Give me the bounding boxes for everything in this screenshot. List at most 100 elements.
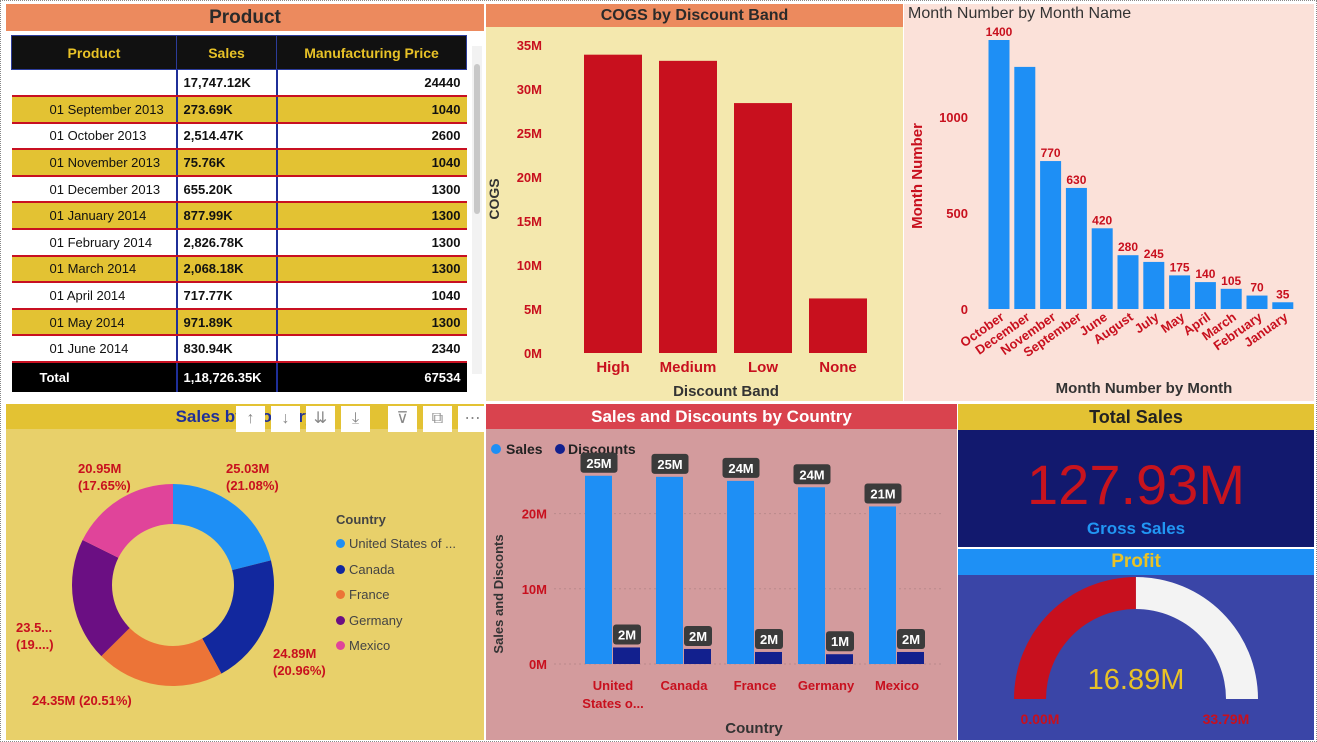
discounts-bar[interactable] — [897, 651, 924, 664]
legend-item[interactable]: France — [336, 582, 456, 608]
y-tick-label: 10M — [517, 258, 542, 273]
sales-bar[interactable] — [656, 476, 683, 664]
cogs-bar[interactable] — [584, 54, 642, 354]
cogs-chart-visual[interactable]: COGS by Discount Band 0M 5M 10M 15M 20M 25M 30… — [486, 4, 903, 401]
month-bar[interactable] — [1272, 302, 1294, 309]
focus-mode-icon[interactable]: ⧉ — [423, 406, 452, 432]
cogs-bar[interactable] — [809, 298, 867, 353]
profit-gauge-visual[interactable]: Profit 16.89M 0.00M 33.79M — [958, 549, 1314, 740]
arrow-up-icon[interactable]: ↑ — [236, 406, 265, 432]
sales-discounts-title: Sales and Discounts by Country — [486, 404, 957, 429]
data-label-badge — [864, 483, 902, 504]
table-total-row[interactable]: Total 1,18,726.35K 67534 — [11, 362, 467, 393]
data-label-badge — [826, 631, 854, 652]
sales-by-country-visual[interactable]: Sales by Country ↑↓⇊⤓⊽⧉⋯ 25.03M(21.08%)2… — [6, 404, 487, 740]
month-bar[interactable] — [1246, 295, 1268, 309]
legend-label[interactable]: Sales — [506, 441, 543, 457]
sales-bar[interactable] — [798, 487, 825, 664]
table-row[interactable]: 01 February 2014 2,826.78K 1300 — [11, 229, 467, 257]
filter-icon[interactable]: ⊽ — [388, 406, 417, 432]
cell-sales: 877.99K — [176, 202, 278, 231]
cell-manufacturing-price: 1300 — [276, 202, 467, 231]
x-tick-label: Mexico — [875, 678, 919, 693]
month-bar[interactable] — [1040, 161, 1062, 309]
month-bar[interactable] — [1194, 282, 1216, 309]
data-label: 25M — [657, 457, 682, 472]
more-options-icon[interactable]: ⋯ — [458, 406, 487, 432]
table-scrollbar[interactable] — [472, 46, 482, 374]
data-label: 420 — [1092, 213, 1112, 227]
legend-label: Mexico — [349, 638, 391, 654]
month-bar[interactable] — [1014, 66, 1036, 310]
month-bar[interactable] — [988, 40, 1010, 309]
discounts-bar[interactable] — [613, 647, 640, 664]
column-header-product[interactable]: Product — [11, 35, 177, 70]
x-tick-label: None — [819, 359, 857, 376]
slice-value-label: 24.35M (20.51%) — [32, 693, 132, 708]
legend-swatch — [336, 564, 345, 574]
discounts-bar[interactable] — [826, 654, 853, 664]
legend-item[interactable]: United States of ... — [336, 531, 456, 557]
cogs-bar[interactable] — [659, 60, 717, 354]
donut-slice[interactable] — [82, 484, 173, 558]
legend-swatch — [336, 641, 345, 651]
table-row[interactable]: 01 December 2013 655.20K 1300 — [11, 175, 467, 204]
sales-bar[interactable] — [585, 475, 612, 664]
sales-bar[interactable] — [869, 506, 896, 664]
month-bar[interactable] — [1065, 187, 1087, 309]
y-tick-label: 10M — [522, 582, 547, 597]
column-header-sales[interactable]: Sales — [176, 35, 277, 70]
sales-discounts-visual[interactable]: Sales and Discounts by Country Sales Disc… — [486, 404, 957, 740]
table-row[interactable]: 01 April 2014 717.77K 1040 — [11, 282, 467, 310]
double-arrow-down-icon[interactable]: ⇊ — [306, 406, 335, 432]
data-label-badge — [613, 624, 641, 645]
data-label: 105 — [1221, 274, 1241, 288]
gauge-fill — [1014, 577, 1136, 699]
month-bar[interactable] — [1143, 261, 1165, 309]
total-sales-label: Gross Sales — [1086, 519, 1186, 538]
table-row[interactable]: 01 September 2013 273.69K 1040 — [11, 96, 467, 124]
slice-percent-label: (19....) — [16, 637, 54, 652]
month-bar[interactable] — [1117, 255, 1139, 309]
month-bar[interactable] — [1220, 288, 1242, 309]
month-chart-visual[interactable]: Month Number by Month Name 0 500 1000 1400 O… — [904, 4, 1314, 401]
scrollbar-thumb[interactable] — [474, 64, 480, 214]
legend-item[interactable]: Mexico — [336, 633, 456, 659]
table-row[interactable]: 01 October 2013 2,514.47K 2600 — [11, 122, 467, 151]
discounts-bar[interactable] — [755, 651, 782, 664]
table-row[interactable]: 01 November 2013 75.76K 1040 — [11, 149, 467, 177]
gauge-track — [1135, 577, 1258, 699]
x-tick-label: Canada — [661, 678, 709, 693]
table-row[interactable]: 01 May 2014 971.89K 1300 — [11, 308, 467, 337]
column-header-manufacturing-price[interactable]: Manufacturing Price — [276, 35, 467, 70]
donut-slice[interactable] — [202, 560, 274, 674]
total-sales-card[interactable]: Total Sales 127.93M Gross Sales — [958, 404, 1314, 547]
discounts-bar[interactable] — [684, 648, 711, 664]
y-tick-label: 20M — [522, 507, 547, 522]
legend-item[interactable]: Canada — [336, 557, 456, 583]
donut-slice[interactable] — [71, 539, 130, 657]
month-bar[interactable] — [1091, 228, 1113, 309]
donut-slice[interactable] — [173, 484, 271, 571]
data-label: 2M — [902, 632, 920, 647]
donut-slice[interactable] — [101, 627, 222, 686]
y-tick-label: 500 — [946, 206, 968, 221]
profit-title: Profit — [958, 549, 1314, 575]
table-row[interactable]: 01 March 2014 2,068.18K 1300 — [11, 255, 467, 284]
table-row[interactable]: 17,747.12K 24440 — [11, 69, 467, 98]
sales-bar[interactable] — [727, 480, 754, 664]
arrow-down-icon[interactable]: ↓ — [271, 406, 300, 432]
cell-sales: 75.76K — [176, 149, 278, 177]
expand-hierarchy-icon[interactable]: ⤓ — [341, 406, 370, 432]
data-label: 2M — [618, 627, 636, 642]
table-row[interactable]: 01 January 2014 877.99K 1300 — [11, 202, 467, 231]
data-label: 24M — [728, 461, 753, 476]
y-tick-label: 25M — [517, 126, 542, 141]
table-row[interactable]: 01 June 2014 830.94K 2340 — [11, 335, 467, 364]
legend-item[interactable]: Germany — [336, 608, 456, 634]
product-table-visual[interactable]: Product Product Sales Manufacturing Pric… — [6, 4, 484, 400]
month-bar[interactable] — [1169, 275, 1191, 309]
cogs-bar[interactable] — [734, 103, 792, 353]
gauge-min-label: 0.00M — [1021, 711, 1060, 727]
